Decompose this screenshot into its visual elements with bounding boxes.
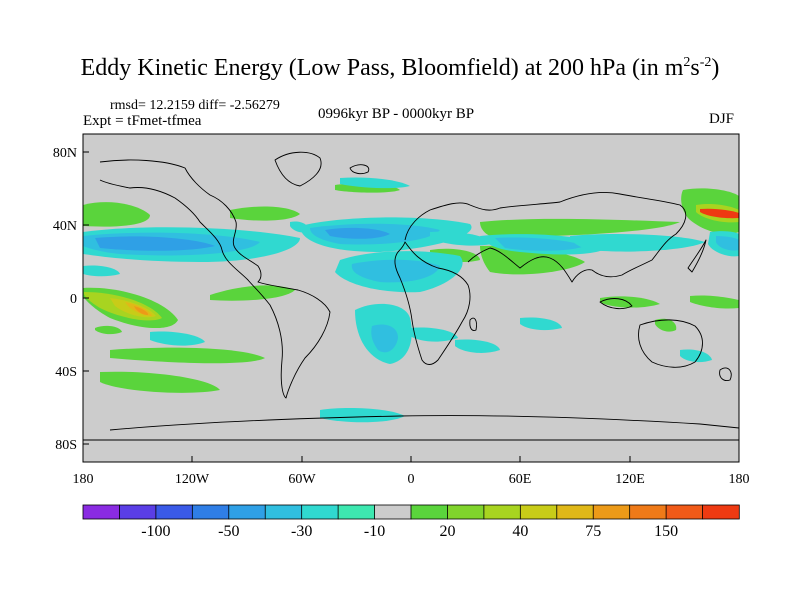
lon-tick-0: 0: [408, 472, 415, 487]
lat-tick-40n: 40N: [53, 219, 77, 234]
period-label: 0996kyr BP - 0000kyr BP: [318, 106, 475, 122]
colorbar-swatch: [155, 504, 194, 520]
colorbar-swatch: [629, 504, 667, 520]
colorbar-label: -30: [291, 523, 312, 540]
coastlines: [83, 151, 739, 441]
lon-tick-120w: 120W: [175, 472, 210, 487]
lat-tick-80s: 80S: [55, 438, 77, 453]
plot-title: Eddy Kinetic Energy (Low Pass, Bloomfiel…: [80, 55, 720, 81]
lon-tick-60e: 60E: [509, 472, 532, 487]
colorbar-label: -100: [141, 523, 170, 540]
experiment-label: Expt = tFmet-tfmea: [83, 113, 202, 129]
stats-text: rmsd= 12.2159 diff= -2.56279: [110, 98, 280, 113]
colorbar-swatch: [702, 504, 740, 520]
lat-tick-0: 0: [70, 292, 77, 307]
colorbar-label: 75: [585, 523, 601, 540]
lon-tick-120e: 120E: [615, 472, 645, 487]
colorbar-label: 40: [512, 523, 528, 540]
colorbar: -100 -50 -30 -10 20 40 75 150: [82, 504, 740, 540]
colorbar-label: -10: [364, 523, 385, 540]
map-panel: 80N 40N 0 40S 80S 180 120W 60W 0 60E 120…: [53, 133, 750, 487]
colorbar-swatch: [519, 504, 558, 520]
colorbar-swatch: [665, 504, 704, 520]
colorbar-swatch: [592, 504, 631, 520]
colorbar-label: 150: [654, 523, 678, 540]
lat-tick-80n: 80N: [53, 146, 77, 161]
colorbar-swatch: [119, 504, 157, 520]
colorbar-swatch: [301, 504, 339, 520]
season-label: DJF: [709, 111, 735, 127]
colorbar-swatch: [228, 504, 266, 520]
colorbar-swatch: [447, 504, 485, 520]
lat-tick-40s: 40S: [55, 365, 77, 380]
colorbar-swatch: [410, 504, 449, 520]
colorbar-swatch: [374, 504, 412, 520]
colorbar-swatch: [82, 504, 121, 520]
lon-tick-60w: 60W: [288, 472, 316, 487]
colorbar-label: -50: [218, 523, 239, 540]
axis-ticks: [82, 151, 740, 462]
colorbar-swatch: [556, 504, 594, 520]
colorbar-swatch: [264, 504, 303, 520]
lon-tick-180w: 180: [73, 472, 94, 487]
colorbar-label: 20: [439, 523, 455, 540]
lon-tick-180e: 180: [729, 472, 750, 487]
colorbar-swatch: [337, 504, 376, 520]
colorbar-swatch: [191, 504, 230, 520]
colorbar-swatch: [483, 504, 522, 520]
